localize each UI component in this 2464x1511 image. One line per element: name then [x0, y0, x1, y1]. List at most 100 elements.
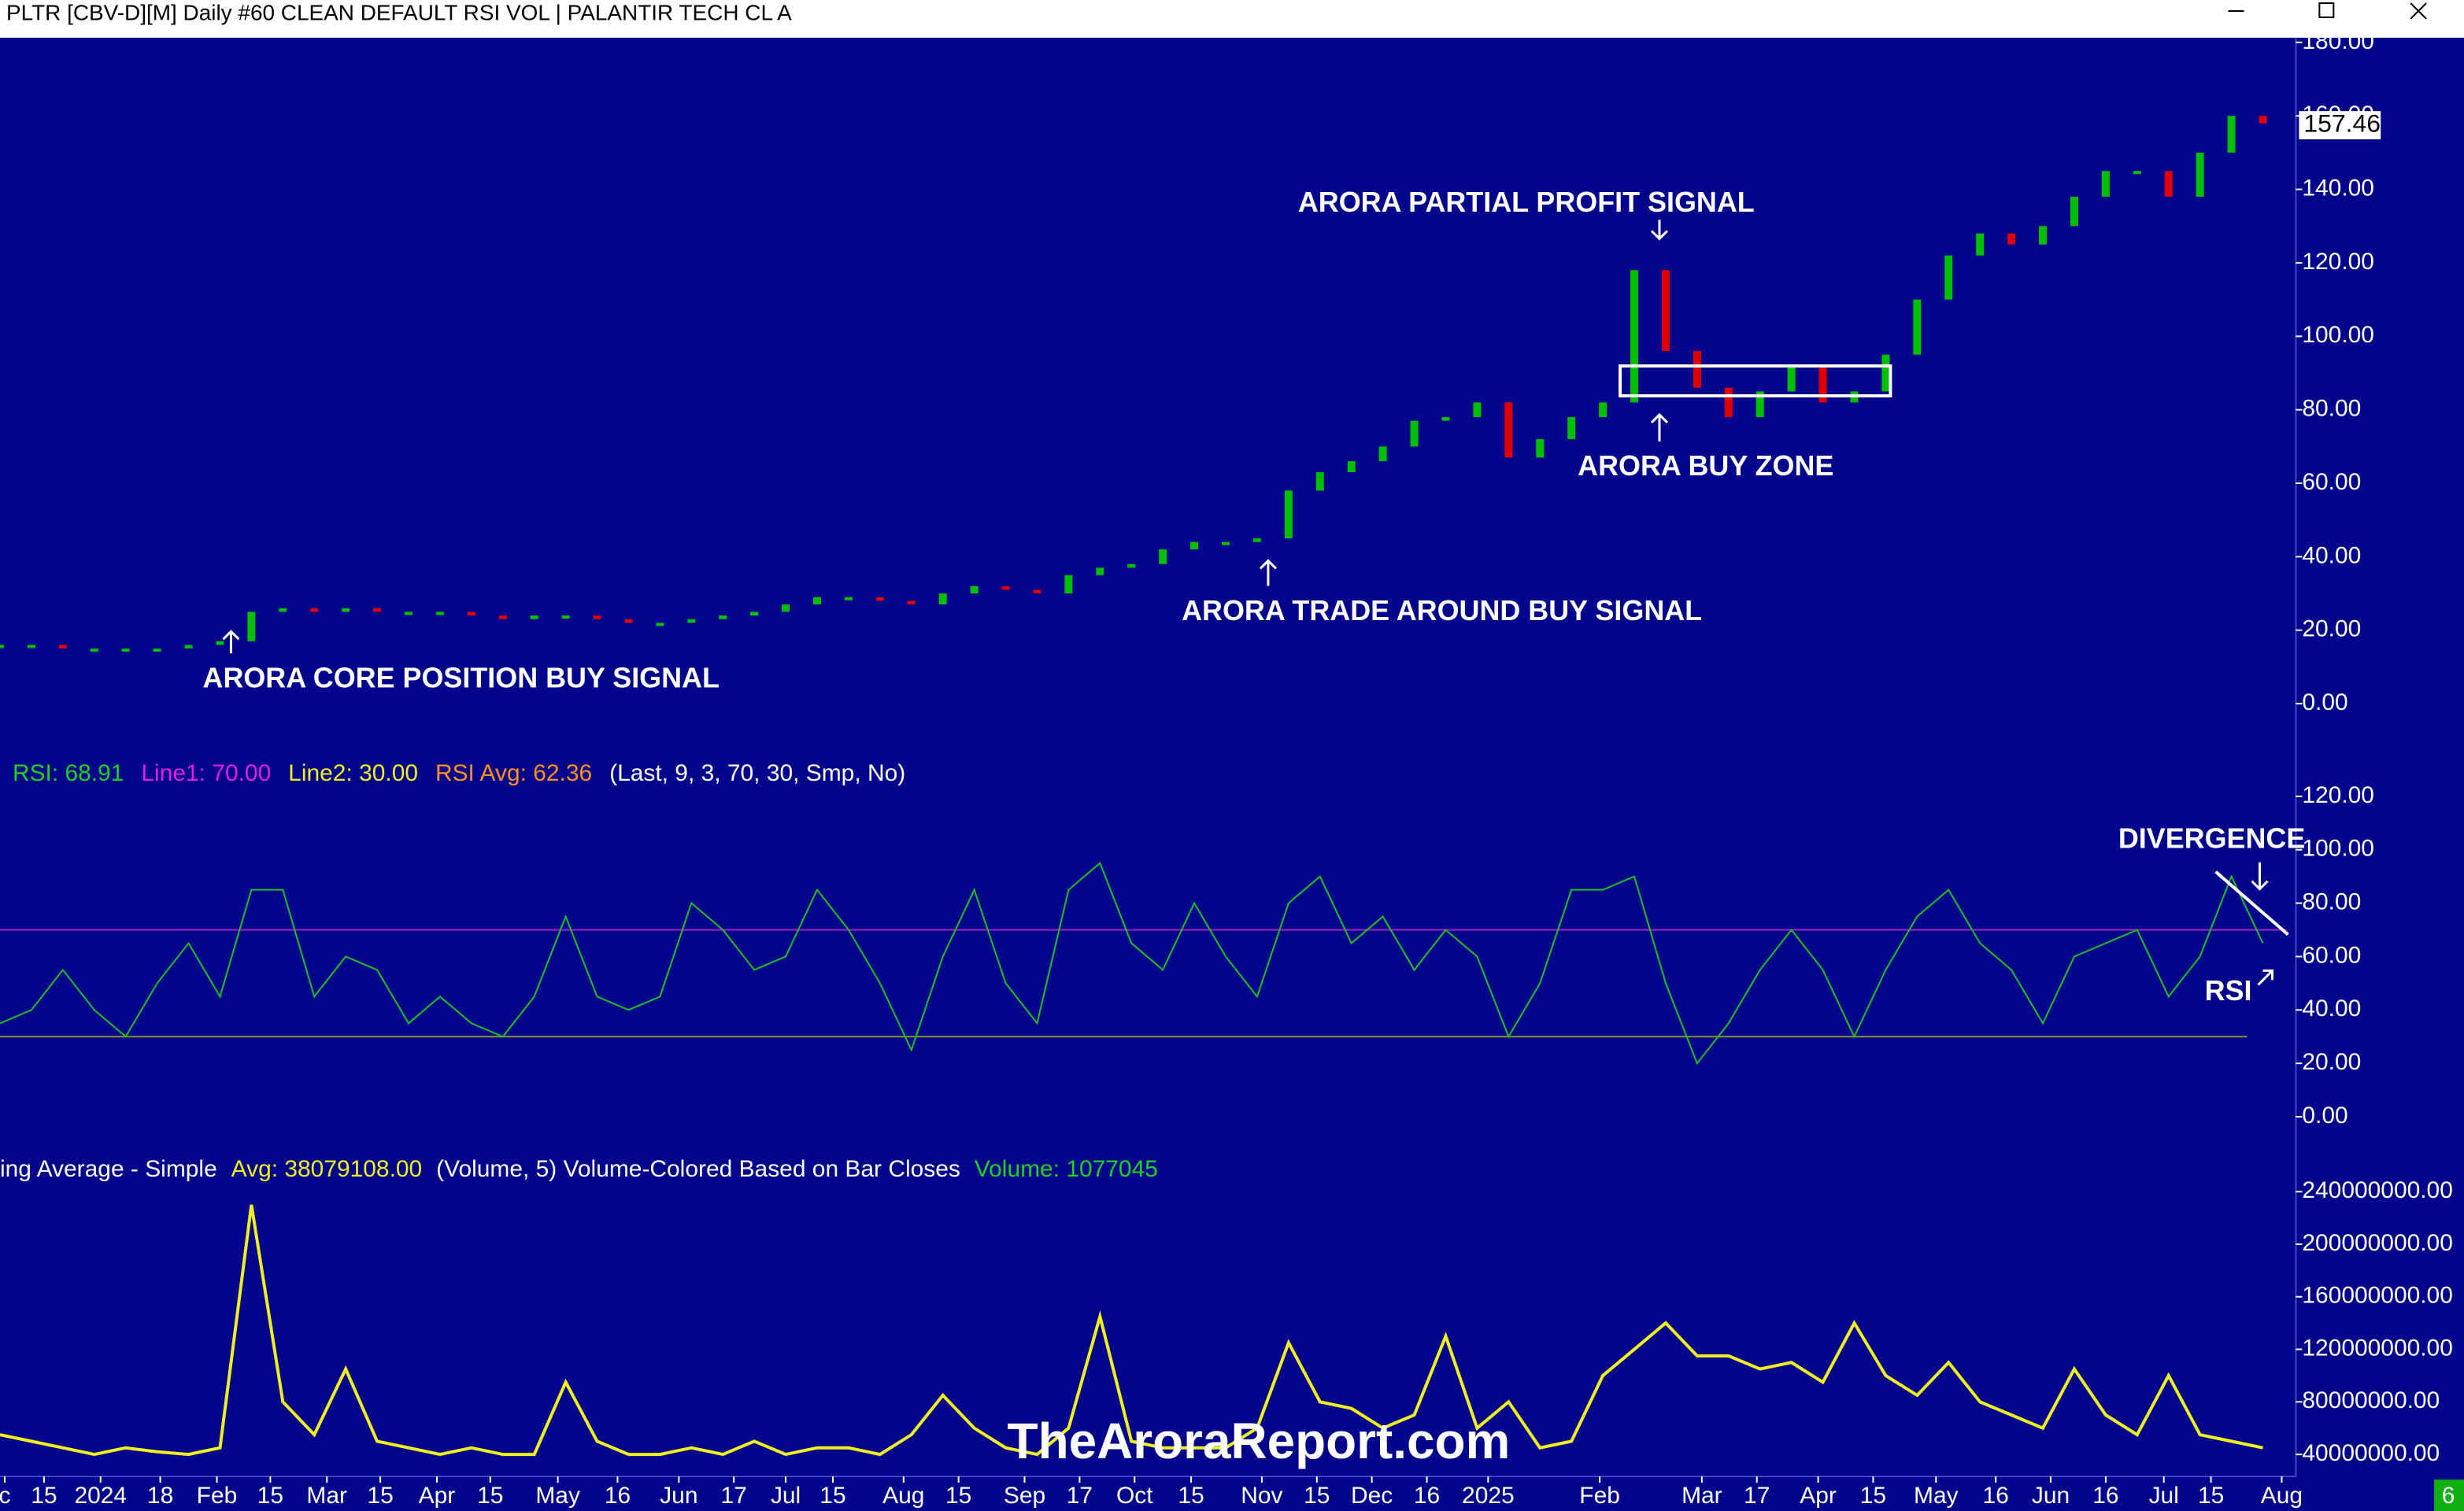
x-tick-label: Dec	[1351, 1483, 1393, 1509]
annotation-arrow	[1259, 559, 1277, 586]
close-button[interactable]	[2410, 2, 2427, 20]
y-tick-label: 40.00	[2302, 996, 2361, 1021]
x-tick-label: Jun	[2032, 1483, 2070, 1509]
candle	[2039, 226, 2048, 245]
candle	[435, 611, 444, 615]
candle	[813, 597, 822, 605]
x-tick-label: Jul	[771, 1483, 801, 1509]
candle	[656, 623, 664, 626]
candle	[750, 611, 759, 616]
y-tick-label: 0.00	[2302, 1103, 2347, 1129]
candle	[1252, 538, 1261, 542]
annotation-arrow	[1650, 220, 1668, 241]
x-tick-label: 2025	[1462, 1483, 1515, 1509]
candle	[184, 645, 193, 649]
y-tick-label: 40000000.00	[2302, 1440, 2440, 1466]
candle	[1096, 567, 1104, 575]
candle	[0, 645, 4, 648]
y-tick-label: 80.00	[2302, 889, 2361, 915]
x-tick-label: 17	[1067, 1483, 1093, 1509]
candle	[1567, 417, 1576, 440]
x-tick-label: 15	[819, 1483, 845, 1509]
candle	[1378, 446, 1387, 462]
candle	[875, 597, 884, 601]
candle	[58, 645, 67, 649]
candle	[1976, 233, 1985, 256]
y-tick-label: 200000000.00	[2302, 1230, 2452, 1256]
x-tick-label: 16	[1982, 1483, 2008, 1509]
candle	[373, 608, 382, 612]
candle	[1504, 402, 1513, 458]
candle	[2133, 171, 2141, 175]
x-tick-label: 15	[1860, 1483, 1886, 1509]
x-tick-label: 15	[1178, 1483, 1204, 1509]
candle	[1818, 365, 1827, 403]
x-tick-label: 16	[1414, 1483, 1440, 1509]
x-tick-label: Oct	[1116, 1483, 1153, 1509]
y-tick-label: 80.00	[2302, 396, 2361, 422]
x-tick-label: Mar	[306, 1483, 347, 1509]
x-tick-label: 2024	[74, 1483, 127, 1509]
corner-box	[2434, 1480, 2464, 1511]
candle	[405, 611, 413, 615]
candle	[90, 648, 98, 652]
candle	[907, 600, 916, 605]
candle	[1127, 563, 1136, 568]
rsi-line	[0, 862, 2264, 1066]
candle	[2164, 171, 2173, 197]
last-price-box	[2299, 111, 2381, 140]
y-tick-label: 20.00	[2302, 616, 2361, 642]
candle	[1033, 589, 1041, 594]
candle	[1756, 391, 1764, 418]
candle	[1787, 365, 1796, 392]
y-tick-label: 0.00	[2302, 689, 2347, 715]
x-tick-label: 15	[367, 1483, 393, 1509]
candle	[1724, 387, 1733, 418]
candle	[970, 586, 979, 594]
rsi-legend: RSI Avg: 62.36	[435, 760, 592, 786]
y-tick-label: 100.00	[2302, 836, 2374, 862]
x-tick-label: Jun	[660, 1483, 697, 1509]
candle	[2070, 196, 2078, 227]
y-tick-label: 240000000.00	[2302, 1177, 2452, 1203]
x-tick-label: Aug	[2261, 1483, 2303, 1509]
rsi-legend: Line2: 30.00	[288, 760, 418, 786]
x-tick-label: Apr	[419, 1483, 456, 1509]
x-tick-label: 17	[721, 1483, 747, 1509]
x-tick-label: 16	[2092, 1483, 2118, 1509]
x-tick-label: 16	[605, 1483, 631, 1509]
annotation-arrow	[1650, 412, 1668, 441]
x-tick-label: 15	[31, 1483, 57, 1509]
candle	[247, 611, 256, 641]
x-tick-label: 17	[1744, 1483, 1770, 1509]
x-tick-label: 15	[477, 1483, 503, 1509]
candle	[467, 611, 475, 616]
y-tick-label: 100.00	[2302, 322, 2374, 348]
annotation: ARORA CORE POSITION BUY SIGNAL	[203, 662, 720, 694]
candle	[1159, 549, 1167, 564]
candle	[153, 648, 161, 652]
candle	[1064, 574, 1073, 594]
annotation: DIVERGENCE	[2118, 822, 2305, 854]
candle	[27, 645, 35, 648]
title-bar	[0, 0, 2464, 38]
volume-legend: Volume: 1077045	[975, 1156, 1158, 1182]
x-tick-label: Mar	[1682, 1483, 1722, 1509]
candle	[593, 615, 601, 619]
x-tick-label: Feb	[1579, 1483, 1620, 1509]
candle	[1473, 402, 1482, 418]
maximize-button[interactable]	[2318, 2, 2335, 18]
candle	[1536, 439, 1545, 458]
volume-legend: (Volume, 5) Volume-Colored Based on Bar …	[436, 1156, 960, 1182]
last-price-label: 157.46	[2303, 109, 2381, 138]
rsi-legend: Line1: 70.00	[141, 760, 271, 786]
window-title: PLTR [CBV-D][M] Daily #60 CLEAN DEFAULT …	[6, 0, 792, 24]
y-tick-label: 120.00	[2302, 249, 2374, 275]
volume-legend: Avg: 38079108.00	[231, 1156, 423, 1182]
y-tick-label: 160000000.00	[2302, 1283, 2452, 1309]
rsi-legend: (Last, 9, 3, 70, 30, Smp, No)	[609, 760, 905, 786]
candle	[2259, 116, 2267, 124]
candle	[2196, 152, 2204, 197]
